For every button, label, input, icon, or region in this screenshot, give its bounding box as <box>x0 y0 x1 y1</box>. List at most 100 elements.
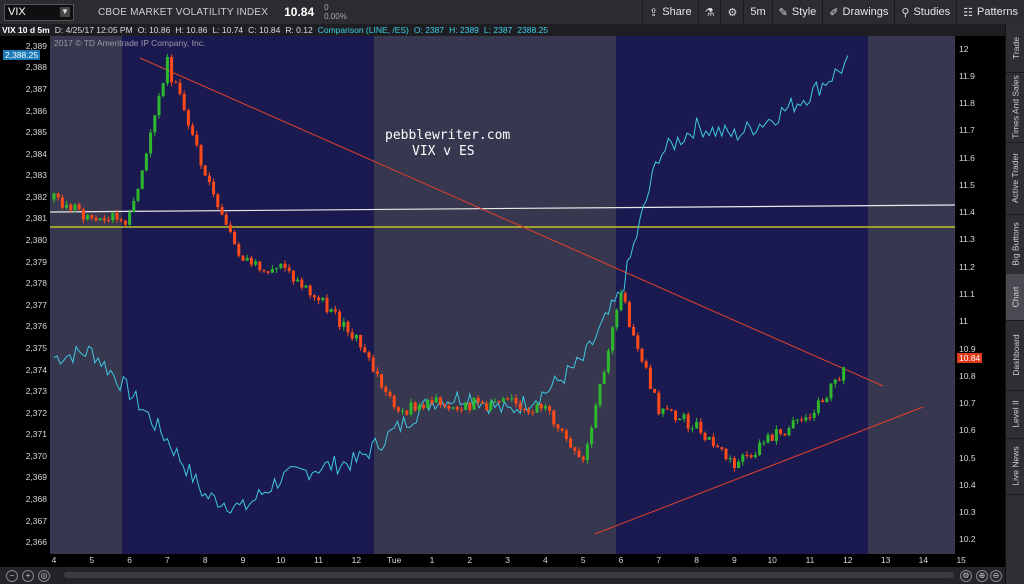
vix-candle-body <box>783 433 787 436</box>
sidebar-tab-times-and-sales[interactable]: Times And Sales <box>1006 72 1024 143</box>
settings-button[interactable]: ⚙ <box>720 0 743 24</box>
time-axis-tick: 11 <box>805 555 815 565</box>
sidebar-tab-label: Level II <box>1010 400 1021 428</box>
vix-candle-body <box>149 132 153 154</box>
vix-candle-body <box>199 145 203 166</box>
time-axis-tick: 5 <box>89 555 95 565</box>
timeframe-button[interactable]: 5m <box>743 0 771 24</box>
vix-candle-body <box>585 444 589 460</box>
vix-candle-body <box>262 270 266 272</box>
sidebar-tab-dashboard[interactable]: Dashboard <box>1006 320 1024 391</box>
last-price: 10.84 <box>284 5 315 19</box>
symbol-input[interactable]: VIX ▼ <box>4 3 74 21</box>
vix-candle-body <box>132 200 136 213</box>
left-axis-tick: 2,376 <box>25 321 47 332</box>
vix-candle-body <box>233 232 237 245</box>
vix-candle-body <box>346 321 350 333</box>
info-low: L: 10.74 <box>212 25 244 35</box>
vix-candle-body <box>602 372 606 384</box>
time-axis-tick: Tue <box>387 555 402 565</box>
time-axis-tick: 11 <box>314 555 324 565</box>
vix-candle-body <box>438 397 442 405</box>
vix-candle-body <box>359 335 363 348</box>
scroll-collapse-icon[interactable]: ⊖ <box>990 570 1002 582</box>
time-axis-tick: 12 <box>351 555 362 565</box>
vix-candle-body <box>669 409 673 411</box>
vix-candle-body <box>489 401 493 410</box>
chart-info-bar: VIX 10 d 5m D: 4/25/17 12:05 PM O: 10.86… <box>0 24 1024 36</box>
vix-candle-body <box>455 407 459 410</box>
share-button[interactable]: ⇪ Share <box>642 0 698 24</box>
vix-candle-body <box>371 357 375 372</box>
sidebar-tab-live-news[interactable]: Live News <box>1006 438 1024 495</box>
sidebar-tab-chart[interactable]: Chart <box>1006 274 1024 321</box>
right-axis-tick: 10.2 <box>959 534 976 545</box>
share-label: Share <box>662 6 692 18</box>
vix-candle-body <box>430 400 434 403</box>
pencil-icon: ✐ <box>829 6 839 19</box>
right-axis-tick: 11.7 <box>959 125 975 136</box>
right-axis-tick: 11 <box>959 316 968 327</box>
drawings-button[interactable]: ✐ Drawings <box>822 0 894 24</box>
vix-candle-body <box>707 436 711 440</box>
vix-candle-body <box>640 348 644 362</box>
sidebar-tab-trade[interactable]: Trade <box>1006 24 1024 73</box>
vix-candle-body <box>653 389 657 393</box>
sidebar-tab-active-trader[interactable]: Active Trader <box>1006 142 1024 215</box>
left-axis-tick: 2,373 <box>25 386 47 397</box>
vix-candle-body <box>485 403 489 410</box>
flask-button[interactable]: ⚗ <box>697 0 721 24</box>
vix-candle-body <box>598 383 602 406</box>
left-price-axis[interactable]: 2,389 2,388 2,387 2,386 2,385 2,384 2,383 2,382… <box>0 36 50 554</box>
time-axis[interactable]: 4 5 6 7 8 9 10 11 12 Tue 1 2 3 4 5 6 7 8 9 10 11 12 13 14 15 <box>0 554 1005 567</box>
vix-candle-body <box>283 263 287 268</box>
vix-candle-body <box>417 405 421 411</box>
vix-candle-body <box>300 279 304 288</box>
vix-candle-body <box>695 421 699 429</box>
vix-candle-body <box>73 204 77 211</box>
chart-area[interactable]: 2017 © TD Ameritrade IP Company, Inc. pe… <box>50 36 955 554</box>
left-axis-tick: 2,366 <box>25 537 47 548</box>
vix-candle-body <box>543 406 547 409</box>
vix-candle-body <box>552 410 556 425</box>
zoom-reset-icon[interactable]: ◎ <box>38 570 50 582</box>
style-button[interactable]: ✎ Style <box>771 0 823 24</box>
annotation-site: pebblewriter.com <box>385 128 511 143</box>
session-shade <box>868 36 955 554</box>
sidebar-tab-big-buttons[interactable]: Big Buttons <box>1006 214 1024 275</box>
comparison-close: 2388.25 <box>517 25 549 35</box>
studies-button[interactable]: ⚲ Studies <box>894 0 956 24</box>
comparison-open: O: 2387 <box>413 25 445 35</box>
vix-candle-body <box>165 56 169 84</box>
vix-candle-body <box>493 401 497 403</box>
right-price-axis[interactable]: 12 11.9 11.8 11.7 11.6 11.5 11.4 11.3 11.2 11.1 11… <box>955 36 1005 554</box>
scroll-settings-icon[interactable]: ⚙ <box>960 570 972 582</box>
chart-scrollbar[interactable]: − + ◎ ⚙ ⊕ ⊖ <box>0 567 1005 584</box>
zoom-in-icon[interactable]: + <box>22 570 34 582</box>
vix-candle-body <box>178 82 182 94</box>
vix-candle-body <box>569 438 573 448</box>
chevron-down-icon[interactable]: ▼ <box>60 7 70 17</box>
scroll-expand-icon[interactable]: ⊕ <box>976 570 988 582</box>
vix-candle-body <box>321 297 325 301</box>
price-change: 0 0.00% <box>324 3 347 21</box>
vix-candle-body <box>510 398 514 400</box>
zoom-out-icon[interactable]: − <box>6 570 18 582</box>
right-axis-tick: 11.4 <box>959 207 975 218</box>
vix-candle-body <box>86 215 90 220</box>
scroll-track[interactable] <box>64 572 954 578</box>
info-open: O: 10.86 <box>137 25 171 35</box>
vix-candle-body <box>308 285 312 296</box>
sidebar-tab-label: Trade <box>1010 37 1021 59</box>
vix-candle-body <box>363 347 367 353</box>
patterns-button[interactable]: ☷ Patterns <box>956 0 1024 24</box>
time-axis-tick: 2 <box>467 555 473 565</box>
change-value: 0 <box>324 3 329 12</box>
sidebar-tab-label: Chart <box>1010 286 1021 308</box>
patterns-label: Patterns <box>977 6 1018 18</box>
vix-candle-body <box>140 170 144 189</box>
vix-candle-body <box>594 405 598 428</box>
vix-candle-body <box>804 417 808 421</box>
vix-candle-body <box>354 335 358 339</box>
sidebar-tab-level-ii[interactable]: Level II <box>1006 390 1024 439</box>
